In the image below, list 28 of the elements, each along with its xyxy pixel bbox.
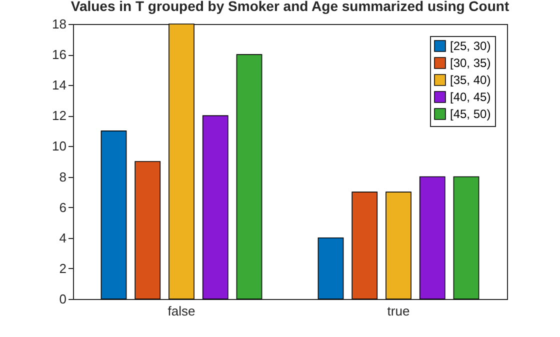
chart-title: Values in T grouped by Smoker and Age summarized using Count [70, 0, 510, 14]
bar [236, 54, 262, 300]
y-tick-label: 10 [52, 138, 66, 154]
bar [419, 176, 446, 300]
legend-label: [40, 45) [450, 90, 491, 104]
x-tick-label: false [168, 304, 196, 318]
y-tick-label: 4 [59, 230, 66, 246]
y-tick-label: 8 [59, 169, 66, 184]
y-tick-label: 12 [52, 108, 66, 124]
bar [202, 115, 228, 300]
y-tick-label: 16 [52, 47, 66, 62]
legend-label: [30, 35) [450, 56, 491, 70]
x-tick-label: true [387, 304, 410, 318]
bar [134, 161, 161, 300]
bar [453, 176, 480, 300]
y-tick-label: 6 [59, 200, 66, 215]
legend-label: [25, 30) [450, 39, 491, 53]
bar [100, 130, 127, 300]
legend-label: [35, 40) [450, 73, 491, 87]
y-tick-label: 14 [52, 78, 66, 93]
bar [386, 192, 412, 300]
bar [168, 24, 194, 300]
bar [318, 237, 344, 300]
legend-label: [45, 50) [450, 107, 491, 121]
bar [352, 192, 378, 300]
y-tick-label: 2 [59, 260, 66, 276]
y-tick-label: 0 [59, 292, 66, 306]
y-tick-label: 18 [52, 16, 66, 32]
